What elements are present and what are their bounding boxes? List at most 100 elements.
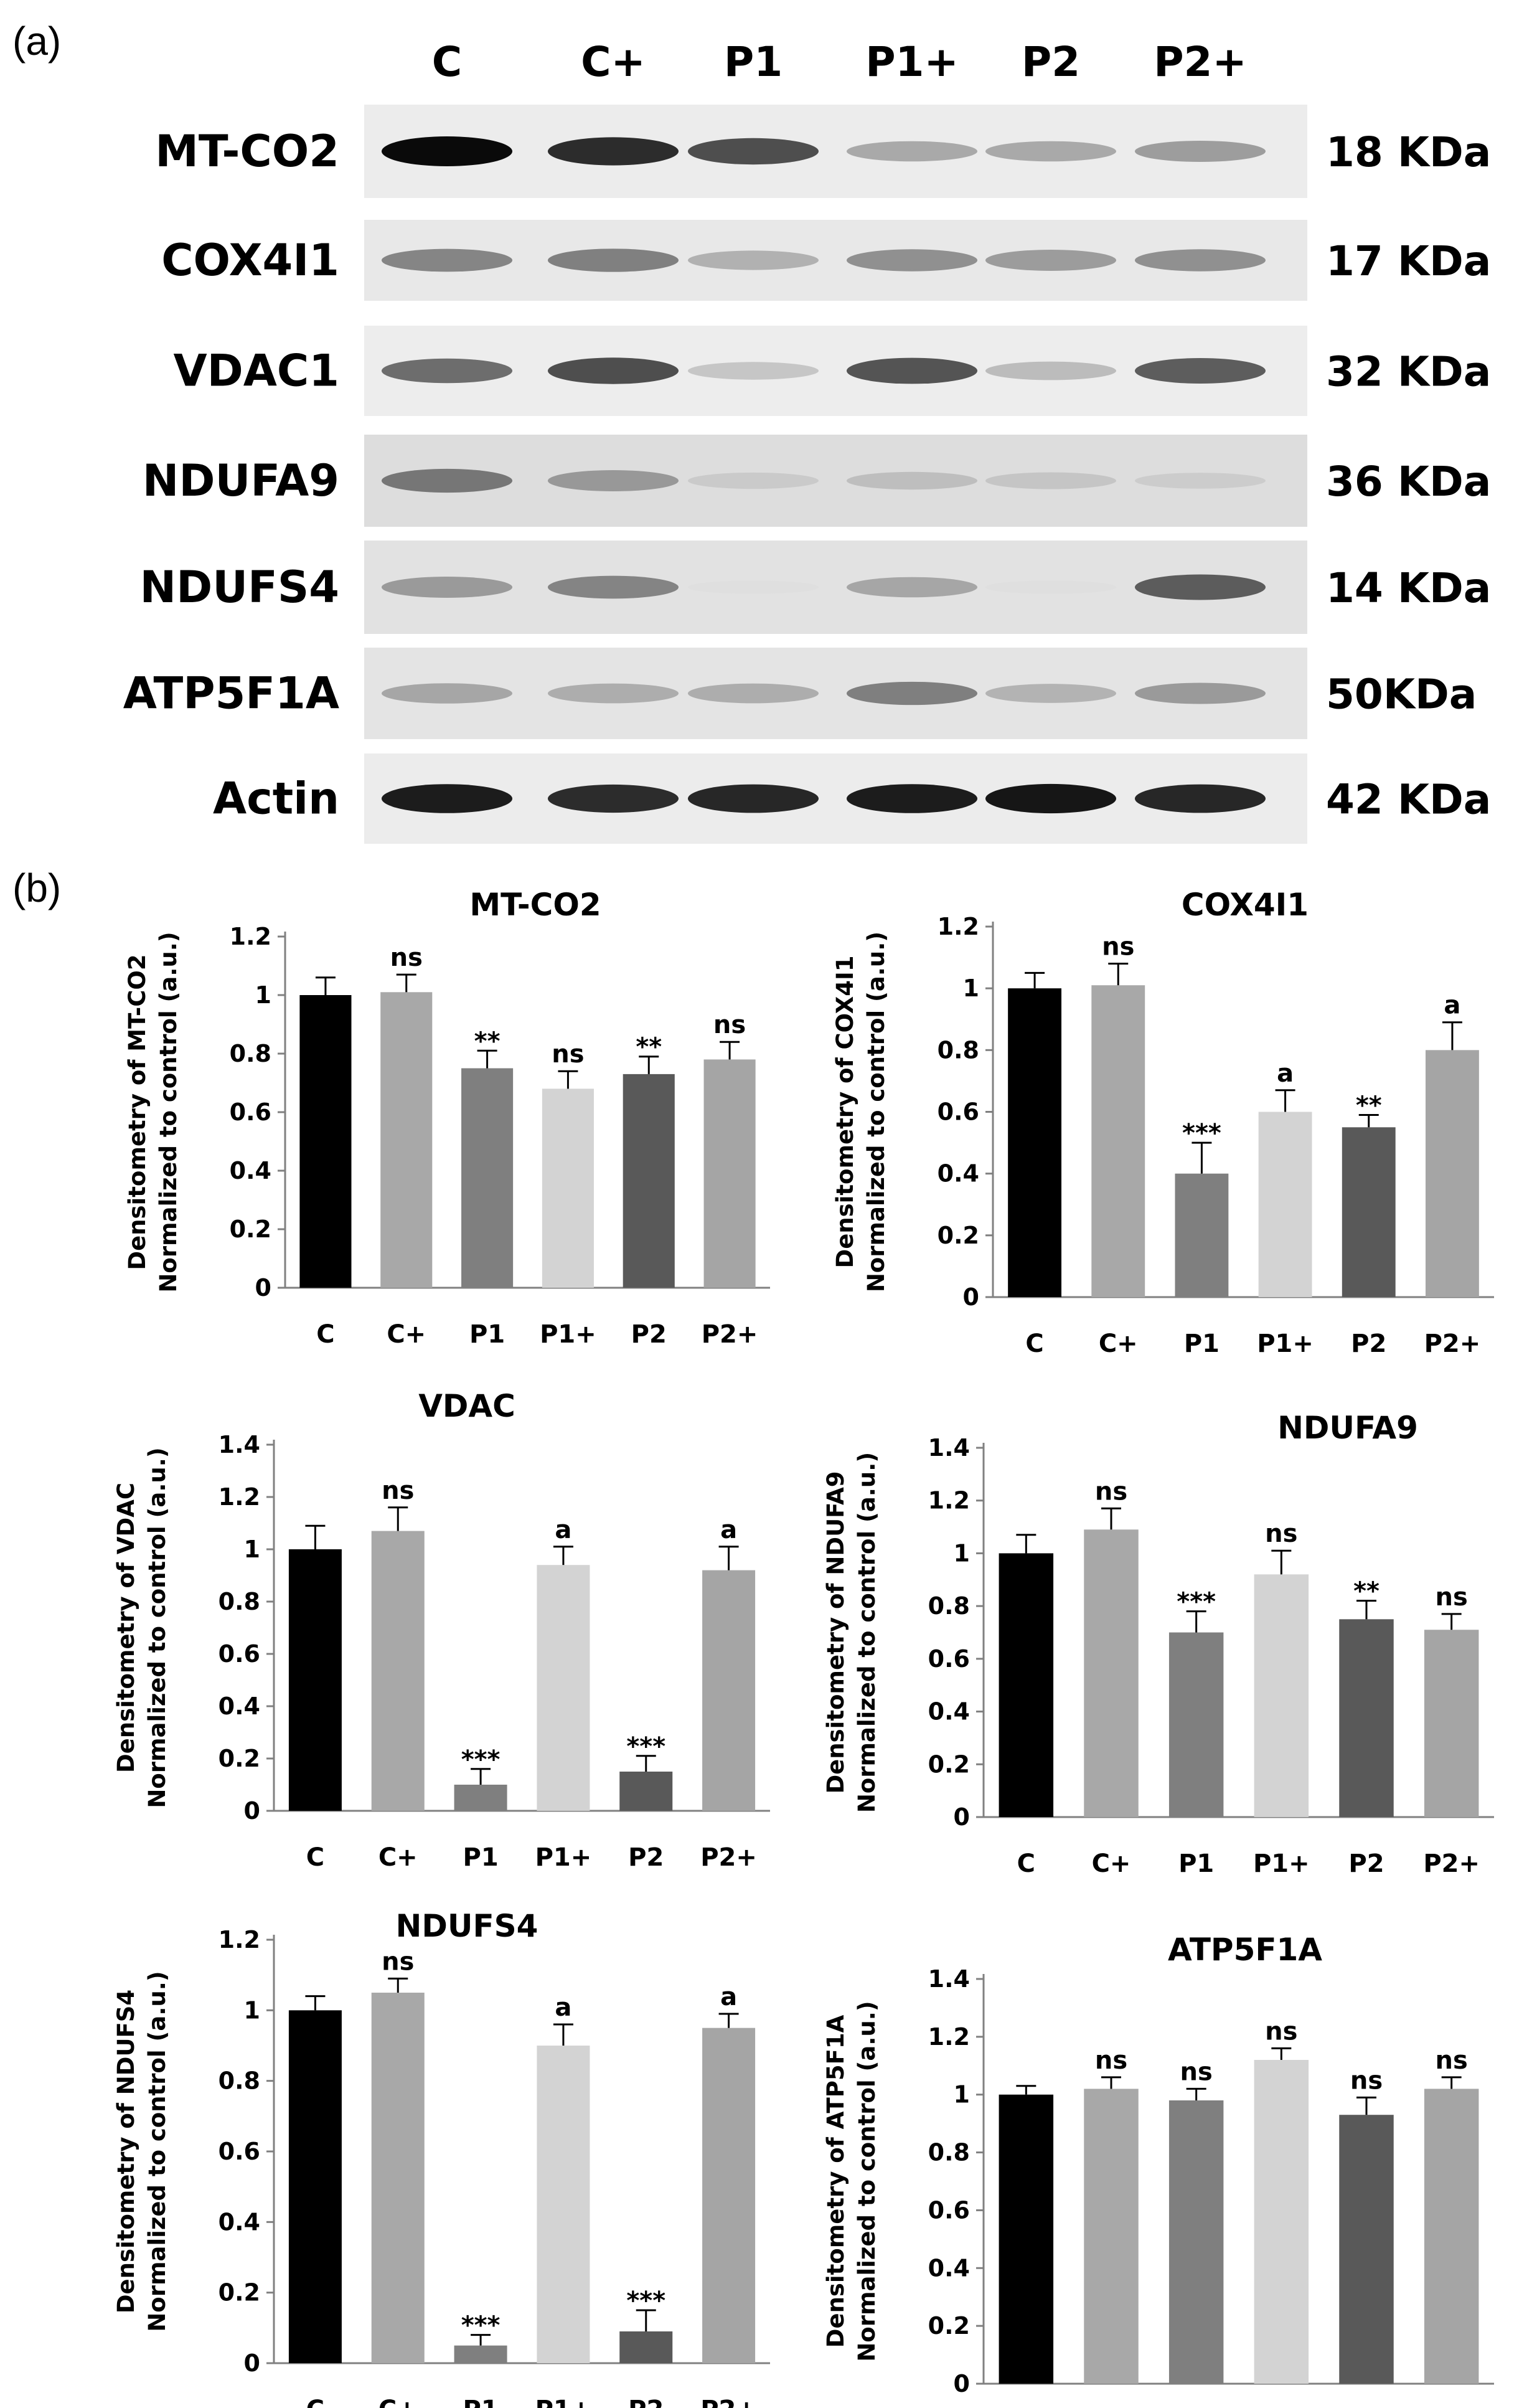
y-tick-label: 0	[954, 2370, 970, 2397]
blot-band-c	[382, 136, 512, 166]
blot-band-c-plus	[548, 357, 679, 384]
significance-label-p2-plus: a	[720, 1516, 737, 1544]
y-tick-label: 0.6	[219, 2138, 260, 2165]
blot-size-label: 50KDa	[1326, 671, 1477, 719]
chart-title: NDUFA9	[1277, 1410, 1418, 1446]
lane-label-c: C	[432, 38, 462, 86]
blot-row-cox4i1: COX4I1 17 KDa	[161, 220, 1491, 301]
blot-band-p2-plus	[1135, 574, 1266, 600]
blot-row-ndufs4: NDUFS4 14 KDa	[140, 541, 1491, 634]
y-tick-label: 0.4	[938, 1160, 979, 1187]
blot-strip	[364, 435, 1307, 527]
bar-c	[288, 1549, 342, 1811]
blot-band-p1-plus	[847, 681, 977, 706]
y-axis-label-line2: Normalized to control (a.u.)	[155, 932, 182, 1292]
significance-label-p2-plus: ns	[713, 1011, 746, 1039]
x-tick-label-c-plus: C+	[387, 1320, 426, 1349]
significance-label-c-plus: ns	[382, 1947, 414, 1976]
y-tick-label: 0.4	[219, 1693, 260, 1720]
blot-band-p1	[688, 683, 819, 704]
y-tick-label: 1.4	[219, 1431, 260, 1458]
y-tick-label: 0	[963, 1283, 979, 1311]
chart-atp5f1a: ATP5F1A Densitometry of ATP5F1A Normalized…	[822, 1932, 1494, 2397]
bar-p1	[1175, 1173, 1229, 1297]
y-tick-label: 1.4	[928, 1434, 970, 1461]
blot-band-c-plus	[548, 784, 679, 813]
significance-label-p2-plus: ns	[1436, 2046, 1468, 2075]
bar-p1-plus	[1258, 1112, 1312, 1297]
blot-protein-label: NDUFA9	[143, 455, 339, 506]
significance-label-p2: ***	[626, 1732, 665, 1761]
blot-size-label: 36 KDa	[1326, 458, 1491, 506]
significance-label-p1: ***	[461, 1745, 501, 1774]
bar-p2	[619, 2331, 673, 2363]
x-tick-label-p1: P1	[469, 1320, 505, 1349]
x-tick-label-c-plus: C+	[378, 1843, 418, 1872]
y-tick-label: 0	[255, 1274, 271, 1301]
blot-band-p1	[688, 472, 819, 489]
blot-band-c	[382, 784, 512, 813]
y-tick-label: 0.6	[230, 1098, 271, 1126]
significance-label-p1-plus: a	[1277, 1059, 1294, 1088]
bar-c-plus	[1091, 985, 1145, 1297]
blot-band-p1-plus	[847, 141, 977, 162]
y-tick-label: 1.2	[230, 923, 271, 950]
significance-label-p1: **	[474, 1027, 501, 1055]
significance-label-c-plus: ns	[1102, 933, 1134, 961]
significance-label-p1: ns	[1180, 2057, 1213, 2086]
significance-label-c-plus: ns	[1095, 1477, 1127, 1506]
x-tick-label-p2: P2	[628, 2396, 664, 2408]
y-tick-label: 0	[954, 1803, 970, 1831]
blot-protein-label: MT-CO2	[155, 126, 339, 177]
bar-p1	[1168, 1632, 1224, 1817]
bar-c	[288, 2010, 342, 2363]
y-tick-label: 0	[244, 1797, 260, 1825]
y-tick-label: 1.2	[928, 1487, 970, 1514]
x-tick-label-c-plus: C+	[378, 2396, 418, 2408]
y-tick-label: 1	[954, 1539, 970, 1567]
significance-label-p1-plus: ns	[1265, 2017, 1297, 2046]
y-tick-label: 0.4	[928, 2254, 970, 2282]
y-axis-label-line2: Normalized to control (a.u.)	[144, 1447, 171, 1808]
chart-title: ATP5F1A	[1168, 1932, 1322, 1968]
bar-p1-plus	[1254, 1574, 1309, 1817]
significance-label-p2-plus: a	[720, 1983, 737, 2011]
bar-p2-plus	[1424, 2089, 1479, 2384]
bar-p2-plus	[702, 2028, 756, 2363]
blot-band-p1	[688, 250, 819, 270]
blot-band-c-plus	[548, 575, 679, 599]
lane-label-p1-plus: P1+	[865, 38, 959, 86]
x-tick-label-p1-plus: P1+	[1253, 1849, 1310, 1878]
blot-band-c	[382, 468, 512, 493]
y-tick-label: 0.8	[928, 2139, 970, 2166]
y-axis-label-line2: Normalized to control (a.u.)	[853, 2001, 880, 2361]
significance-label-c-plus: ns	[1095, 2046, 1127, 2075]
bar-c	[999, 2094, 1054, 2384]
y-tick-label: 1	[244, 1996, 260, 2024]
blot-protein-label: ATP5F1A	[123, 668, 339, 719]
blot-band-p2	[985, 684, 1116, 703]
x-tick-label-c: C	[316, 1320, 334, 1349]
lane-label-c-plus: C+	[581, 38, 646, 86]
x-tick-label-p1: P1	[1184, 1329, 1220, 1358]
blot-size-label: 17 KDa	[1326, 237, 1491, 285]
y-tick-label: 1.2	[928, 2023, 970, 2051]
panel-b-letter: (b)	[12, 866, 61, 910]
bar-c-plus	[371, 1993, 425, 2363]
x-tick-label-p2: P2	[628, 1843, 664, 1872]
bar-p2	[619, 1772, 673, 1811]
chart-vdac: VDAC Densitometry of VDAC Normalized to co…	[113, 1388, 770, 1872]
lane-label-p2-plus: P2+	[1154, 38, 1247, 86]
y-axis-label-line1: Densitometry of NDUFA9	[822, 1471, 849, 1793]
blot-protein-label: COX4I1	[161, 235, 339, 286]
y-tick-label: 0.4	[219, 2208, 260, 2236]
chart-title: COX4I1	[1182, 887, 1309, 923]
blot-protein-label: VDAC1	[173, 346, 339, 397]
blot-size-label: 14 KDa	[1326, 564, 1491, 612]
bar-p2	[1342, 1127, 1396, 1297]
blot-band-p2	[985, 580, 1116, 594]
significance-label-p2: **	[636, 1033, 662, 1062]
y-tick-label: 0.2	[230, 1216, 271, 1243]
x-tick-label-p1-plus: P1+	[535, 2396, 592, 2408]
